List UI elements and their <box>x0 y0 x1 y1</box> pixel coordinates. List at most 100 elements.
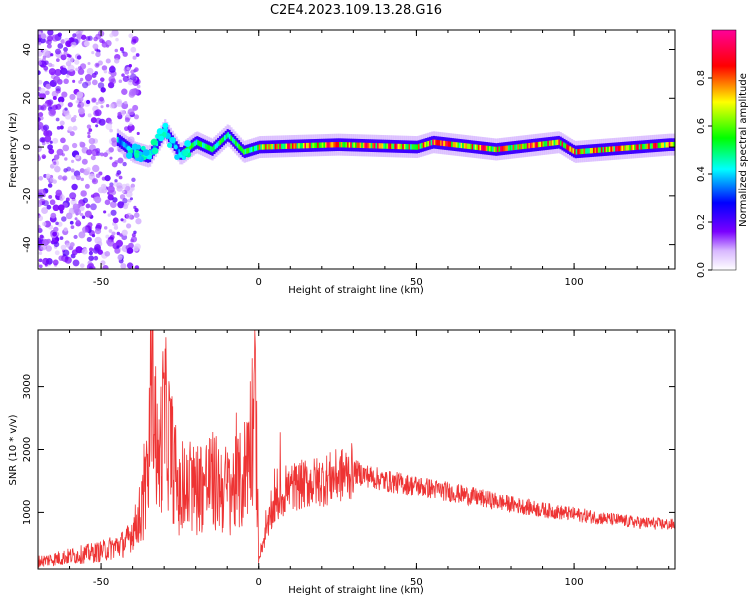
heatmap-cell <box>60 66 64 70</box>
heatmap-cell <box>133 245 140 252</box>
heatmap-cell <box>38 264 43 269</box>
heatmap-cell <box>663 142 666 148</box>
heatmap-cell <box>92 43 99 50</box>
heatmap-cell <box>534 142 537 148</box>
heatmap-cell <box>539 141 542 148</box>
heatmap-cell <box>197 140 200 146</box>
heatmap-cell <box>134 265 140 269</box>
heatmap-cell <box>594 147 597 154</box>
heatmap-cell <box>64 256 72 264</box>
heatmap-cell <box>447 141 450 147</box>
heatmap-cell <box>518 144 521 150</box>
colorbar-tick-label: 0.2 <box>696 214 707 230</box>
heatmap-cell <box>78 231 86 239</box>
x-tick-label: 50 <box>410 577 423 588</box>
heatmap-cell <box>239 145 242 152</box>
heatmap-cell <box>134 152 140 159</box>
heatmap-cell <box>468 143 471 150</box>
heatmap-cell <box>271 143 274 150</box>
heatmap-cell <box>42 257 50 266</box>
heatmap-cell <box>114 160 119 165</box>
heatmap-cell <box>133 230 137 235</box>
heatmap-cell <box>452 141 455 148</box>
heatmap-cell <box>570 147 573 153</box>
heatmap-cell <box>50 53 54 57</box>
heatmap-cell <box>47 183 53 188</box>
heatmap-cell <box>38 51 43 57</box>
heatmap-cell <box>550 140 553 146</box>
heatmap-cell <box>81 215 86 219</box>
heatmap-cell <box>100 152 104 157</box>
heatmap-cell <box>127 108 135 116</box>
heatmap-cell <box>59 125 64 130</box>
heatmap-cell <box>87 61 91 66</box>
heatmap-cell <box>496 146 499 152</box>
heatmap-cell <box>336 141 338 148</box>
heatmap-cell <box>334 142 337 148</box>
heatmap-cell <box>45 245 52 252</box>
heatmap-cell <box>47 35 53 42</box>
heatmap-cell <box>61 91 68 98</box>
heatmap-cell <box>406 144 409 150</box>
heatmap-cell <box>317 142 319 148</box>
heatmap-cell <box>126 247 134 254</box>
heatmap-cell <box>39 87 46 94</box>
heatmap-cell <box>376 143 379 149</box>
heatmap-cell <box>552 140 554 146</box>
heatmap-cell <box>77 101 85 109</box>
heatmap-cell <box>81 158 88 165</box>
heatmap-cell <box>607 146 610 153</box>
heatmap-cell <box>645 143 647 150</box>
heatmap-cell <box>121 190 125 194</box>
heatmap-cell <box>670 141 673 148</box>
spectrogram-axes: -50 0 50 100 -40 -20 0 20 40 <box>22 30 675 288</box>
heatmap-cell <box>119 233 123 237</box>
heatmap-cell <box>537 141 540 148</box>
heatmap-cell <box>233 139 236 145</box>
heatmap-cell <box>462 142 464 149</box>
heatmap-cell <box>436 140 439 146</box>
heatmap-cell <box>328 142 330 148</box>
heatmap-cell <box>79 206 85 212</box>
heatmap-cell <box>94 227 102 235</box>
heatmap-cell <box>90 203 97 211</box>
heatmap-cell <box>131 87 139 96</box>
heatmap-cell <box>323 142 326 148</box>
heatmap-cell <box>632 144 635 151</box>
heatmap-cell <box>117 111 122 117</box>
heatmap-cell <box>119 47 124 52</box>
heatmap-cell <box>416 144 419 150</box>
heatmap-cell <box>384 143 387 149</box>
heatmap-cell <box>665 142 668 148</box>
heatmap-cell <box>151 147 159 155</box>
heatmap-cell <box>419 143 422 149</box>
heatmap-cell <box>214 143 217 150</box>
heatmap-cell <box>613 146 616 152</box>
y-tick-label: 40 <box>22 43 33 56</box>
heatmap-cell <box>257 144 259 151</box>
heatmap-cell <box>105 104 110 108</box>
heatmap-cell <box>247 147 250 154</box>
heatmap-cell <box>564 143 567 149</box>
heatmap-cell <box>125 185 131 192</box>
heatmap-cell <box>48 68 56 76</box>
heatmap-cell <box>474 144 477 150</box>
heatmap-cell <box>71 142 78 149</box>
heatmap-cell <box>86 149 93 156</box>
heatmap-cell <box>296 143 299 149</box>
colorbar-tick-label: 0.0 <box>696 262 707 278</box>
heatmap-cell <box>54 68 62 77</box>
heatmap-cell <box>545 140 548 147</box>
heatmap-cell <box>129 73 137 81</box>
heatmap-cell <box>100 183 107 190</box>
heatmap-cell <box>57 204 65 212</box>
heatmap-cell <box>78 80 82 84</box>
heatmap-cell <box>86 124 92 129</box>
heatmap-cell <box>129 197 133 201</box>
heatmap-cell <box>457 142 460 148</box>
heatmap-cell <box>646 143 649 150</box>
heatmap-cell <box>307 142 310 149</box>
heatmap-cell <box>517 144 520 150</box>
heatmap-cell <box>408 144 411 150</box>
spectrogram-xlabel: Height of straight line (km) <box>288 285 424 296</box>
